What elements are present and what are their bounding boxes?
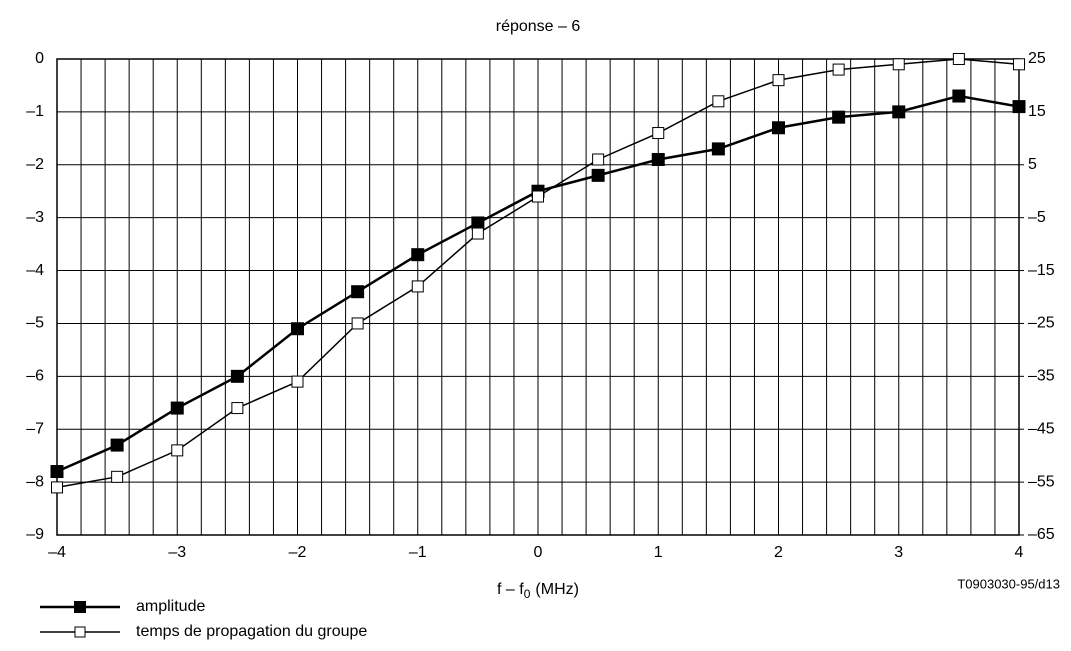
- y-tick-label: –7: [26, 420, 44, 437]
- y-tick-label: –9: [26, 526, 44, 543]
- y2-tick-label: 15: [1028, 103, 1046, 120]
- x-axis-label: f – f0 (MHz): [497, 581, 579, 601]
- data-point: [651, 152, 665, 166]
- data-point: [892, 105, 906, 119]
- x-axis-label-sub: 0: [524, 587, 531, 601]
- data-point: [712, 95, 725, 108]
- y2-tick-label: –65: [1028, 526, 1055, 543]
- y2-tick-label: –15: [1028, 262, 1055, 279]
- data-point: [351, 317, 364, 330]
- legend-marker: [74, 601, 86, 613]
- x-axis-label-part: f – f: [497, 581, 524, 598]
- data-point: [471, 227, 484, 240]
- figure-note: T0903030-95/d13: [957, 576, 1060, 591]
- data-point: [351, 285, 365, 299]
- y2-tick-label: –5: [1028, 209, 1046, 226]
- x-tick-label: –1: [409, 544, 427, 561]
- chart-title: réponse – 6: [496, 18, 581, 35]
- plot-frame: [56, 58, 1020, 536]
- legend-marker: [74, 626, 86, 638]
- data-point: [892, 58, 905, 71]
- data-point: [171, 444, 184, 457]
- x-tick-label: –3: [168, 544, 186, 561]
- data-point: [170, 401, 184, 415]
- x-tick-label: 3: [894, 544, 903, 561]
- legend-label: temps de propagation du groupe: [136, 623, 367, 640]
- x-tick-label: 0: [534, 544, 543, 561]
- data-point: [832, 63, 845, 76]
- y-tick-label: 0: [35, 50, 44, 67]
- x-tick-label: –2: [289, 544, 307, 561]
- legend-label: amplitude: [136, 598, 205, 615]
- data-point: [832, 110, 846, 124]
- y-tick-label: –5: [26, 315, 44, 332]
- y2-tick-label: –25: [1028, 315, 1055, 332]
- data-point: [652, 127, 665, 140]
- data-point: [51, 481, 63, 494]
- data-point: [50, 465, 64, 479]
- data-point: [592, 153, 605, 166]
- data-point: [411, 248, 425, 262]
- x-tick-label: 1: [654, 544, 663, 561]
- data-point: [591, 168, 605, 182]
- y2-tick-label: –55: [1028, 473, 1055, 490]
- data-point: [1012, 100, 1026, 114]
- y-tick-label: –4: [26, 262, 44, 279]
- y2-tick-label: –45: [1028, 420, 1055, 437]
- y2-tick-label: –35: [1028, 368, 1055, 385]
- data-point: [772, 74, 785, 87]
- data-point: [532, 190, 544, 203]
- y-tick-label: –3: [26, 209, 44, 226]
- y2-tick-label: 5: [1028, 156, 1037, 173]
- y-tick-label: –1: [26, 103, 44, 120]
- x-tick-label: 2: [774, 544, 783, 561]
- y2-tick-label: 25: [1028, 50, 1046, 67]
- data-point: [230, 369, 244, 383]
- data-point: [110, 438, 124, 452]
- data-point: [291, 375, 304, 388]
- x-tick-label: 4: [1015, 544, 1024, 561]
- data-point: [952, 53, 965, 65]
- data-point: [471, 216, 485, 230]
- data-point: [111, 470, 124, 483]
- y-tick-label: –6: [26, 368, 44, 385]
- data-point: [711, 142, 725, 156]
- data-point: [231, 402, 244, 415]
- data-point: [291, 322, 304, 336]
- x-tick-label: –4: [48, 544, 66, 561]
- x-axis-label-part: (MHz): [535, 581, 579, 598]
- y-tick-label: –2: [26, 156, 44, 173]
- data-point: [772, 121, 785, 135]
- y-tick-label: –8: [26, 473, 44, 490]
- data-point: [1013, 58, 1025, 71]
- data-point: [411, 280, 424, 293]
- data-point: [952, 89, 966, 103]
